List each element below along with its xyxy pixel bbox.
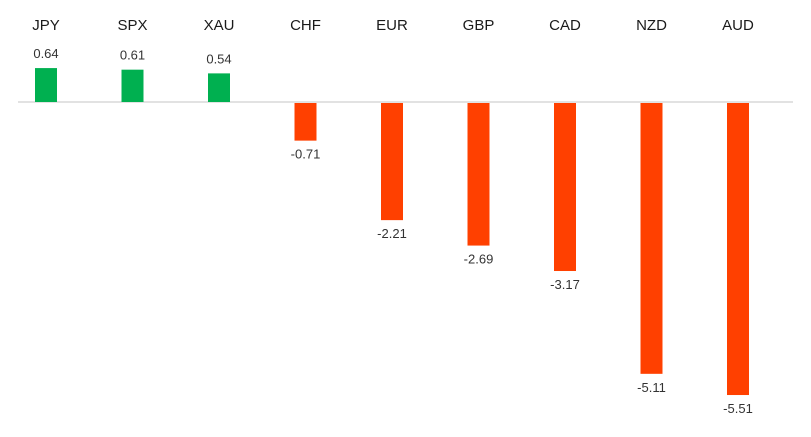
value-label-spx: 0.61: [120, 48, 145, 63]
category-label-eur: EUR: [376, 17, 408, 34]
value-labels-group: 0.64 0.61 0.54 -0.71 -2.21 -2.69 -3.17 -5.11 -5.…: [33, 46, 752, 416]
category-label-xau: XAU: [204, 17, 235, 34]
category-label-chf: CHF: [290, 17, 321, 34]
bar-gbp: [467, 103, 490, 246]
category-label-cad: CAD: [549, 17, 581, 34]
category-label-nzd: NZD: [636, 17, 667, 34]
bar-nzd: [640, 103, 663, 374]
category-label-spx: SPX: [117, 17, 147, 34]
bar-jpy: [35, 68, 57, 102]
value-label-jpy: 0.64: [33, 46, 58, 61]
value-label-aud: -5.51: [723, 401, 753, 416]
value-label-chf: -0.71: [291, 147, 321, 162]
bar-cad: [554, 103, 576, 272]
category-label-aud: AUD: [722, 17, 754, 34]
value-label-eur: -2.21: [377, 226, 407, 241]
bar-xau: [208, 73, 230, 102]
bar-chf: [294, 103, 317, 141]
category-label-gbp: GBP: [463, 17, 495, 34]
bar-aud: [727, 103, 749, 396]
category-label-jpy: JPY: [32, 17, 60, 34]
value-label-cad: -3.17: [550, 277, 580, 292]
value-label-gbp: -2.69: [464, 252, 494, 267]
bars-group: [35, 68, 749, 396]
value-label-nzd: -5.11: [637, 380, 666, 395]
bar-eur: [381, 103, 403, 221]
value-label-xau: 0.54: [206, 51, 231, 66]
category-labels-group: JPY SPX XAU CHF EUR GBP CAD NZD AUD: [32, 17, 754, 34]
bar-spx: [121, 69, 144, 102]
